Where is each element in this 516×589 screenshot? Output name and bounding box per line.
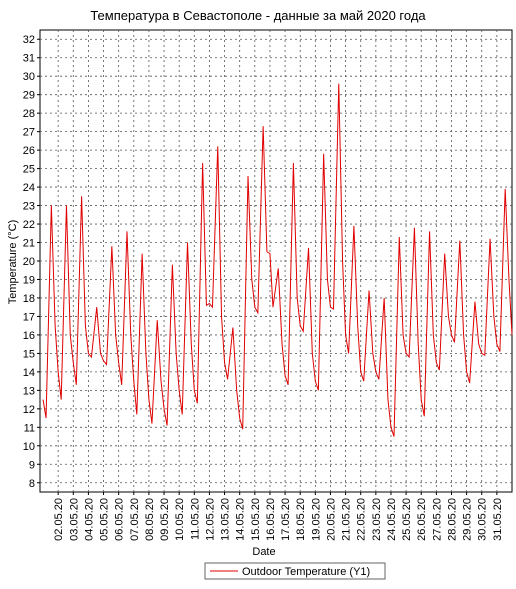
y-tick-label: 20 (23, 256, 35, 268)
y-tick-label: 10 (23, 441, 35, 453)
y-tick-label: 24 (23, 182, 35, 194)
x-tick-label: 11.05.20 (189, 498, 201, 540)
y-tick-label: 29 (23, 90, 35, 102)
x-tick-label: 03.05.20 (68, 498, 80, 541)
y-tick-label: 16 (23, 330, 35, 342)
x-tick-label: 22.05.20 (356, 498, 368, 541)
y-axis-label: Temperature (°C) (7, 220, 19, 304)
y-tick-label: 17 (23, 311, 35, 323)
x-tick-label: 23.05.20 (371, 498, 383, 541)
y-tick-label: 23 (23, 201, 35, 213)
y-tick-label: 9 (29, 459, 35, 471)
y-tick-label: 31 (23, 53, 35, 65)
x-tick-label: 14.05.20 (235, 498, 247, 541)
x-tick-label: 09.05.20 (159, 498, 171, 541)
x-tick-label: 31.05.20 (492, 498, 504, 541)
legend-label: Outdoor Temperature (Y1) (242, 566, 370, 578)
y-tick-label: 28 (23, 108, 35, 120)
y-tick-label: 26 (23, 145, 35, 157)
x-tick-label: 24.05.20 (386, 498, 398, 541)
x-tick-label: 18.05.20 (295, 498, 307, 541)
x-tick-label: 28.05.20 (446, 498, 458, 541)
y-tick-label: 21 (23, 238, 35, 250)
x-tick-label: 21.05.20 (341, 498, 353, 541)
x-tick-label: 25.05.20 (401, 498, 413, 541)
data-line (42, 83, 513, 437)
y-tick-label: 8 (29, 478, 35, 490)
x-tick-label: 12.05.20 (204, 498, 216, 541)
x-tick-label: 04.05.20 (83, 498, 95, 541)
y-tick-label: 25 (23, 164, 35, 176)
x-tick-label: 15.05.20 (250, 498, 262, 541)
x-tick-label: 06.05.20 (114, 498, 126, 541)
y-tick-label: 11 (24, 422, 35, 434)
x-tick-label: 07.05.20 (129, 498, 141, 541)
y-tick-label: 12 (23, 404, 35, 416)
x-tick-label: 05.05.20 (99, 498, 111, 541)
y-tick-label: 13 (23, 385, 35, 397)
x-axis-label: Date (252, 546, 275, 558)
x-tick-label: 08.05.20 (144, 498, 156, 541)
x-tick-label: 13.05.20 (220, 498, 232, 541)
y-tick-label: 27 (23, 127, 35, 139)
x-tick-label: 26.05.20 (416, 498, 428, 541)
chart-title: Температура в Севастополе - данные за ма… (90, 8, 426, 23)
x-tick-label: 19.05.20 (310, 498, 322, 541)
y-tick-label: 22 (23, 219, 35, 231)
x-tick-label: 10.05.20 (174, 498, 186, 541)
x-tick-label: 27.05.20 (431, 498, 443, 541)
x-tick-label: 30.05.20 (477, 498, 489, 541)
y-tick-label: 32 (23, 34, 35, 46)
y-tick-label: 19 (23, 274, 35, 286)
x-tick-label: 16.05.20 (265, 498, 277, 541)
y-tick-label: 18 (23, 293, 35, 305)
y-tick-label: 15 (23, 348, 35, 360)
x-tick-label: 29.05.20 (462, 498, 474, 541)
x-tick-label: 20.05.20 (325, 498, 337, 541)
y-tick-label: 30 (23, 71, 35, 83)
legend-box (204, 562, 386, 580)
y-tick-label: 14 (23, 367, 35, 379)
x-tick-label: 17.05.20 (280, 498, 292, 541)
x-tick-label: 02.05.20 (53, 498, 65, 541)
